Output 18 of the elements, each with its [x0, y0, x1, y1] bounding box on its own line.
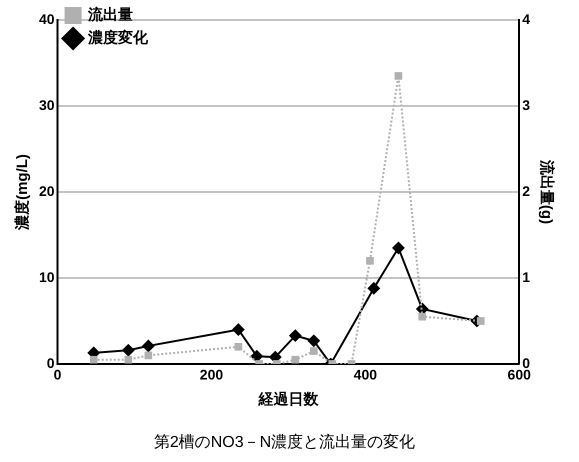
legend-label: 流出量 — [87, 6, 134, 24]
y2-tick-label: 0 — [522, 354, 530, 371]
y-tick-label: 20 — [38, 182, 55, 199]
x-tick-label: 200 — [200, 366, 224, 382]
y-tick-label: 30 — [38, 96, 55, 113]
y2-tick-label: 1 — [522, 268, 530, 285]
y2-tick-label: 3 — [522, 96, 530, 113]
y-tick-label: 10 — [38, 268, 55, 285]
y2-tick-label: 4 — [522, 10, 530, 27]
y-axis-title: 濃度(mg/L) — [13, 154, 32, 231]
x-tick-label: 400 — [354, 366, 378, 382]
y2-tick-label: 2 — [522, 182, 530, 199]
y2-axis-title: 流出量(g) — [538, 158, 556, 224]
text: 第2槽のNO3－N濃度と流出量の変化 — [154, 432, 416, 451]
y-tick-label: 0 — [46, 354, 55, 371]
x-axis-title: 経過日数 — [257, 390, 320, 408]
y-tick-label: 40 — [38, 10, 55, 27]
legend-label: 濃度変化 — [87, 28, 150, 47]
